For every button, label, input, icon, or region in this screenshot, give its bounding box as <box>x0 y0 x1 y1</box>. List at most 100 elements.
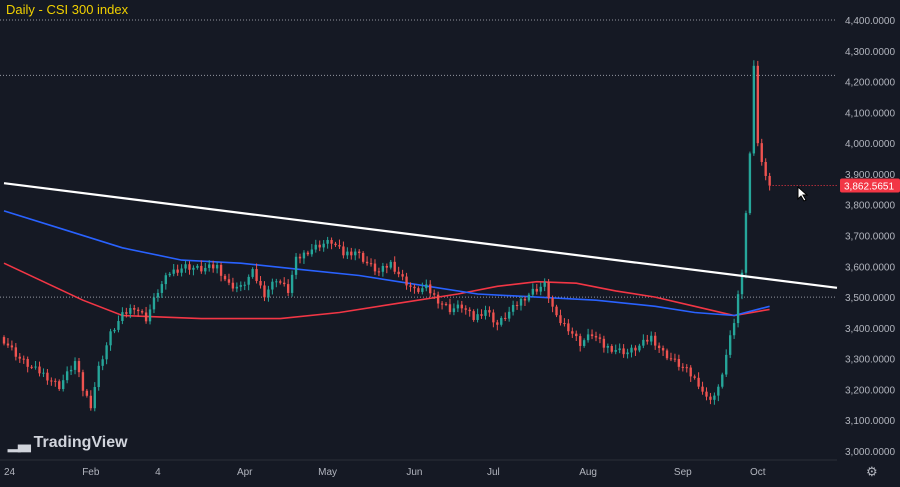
candle-body <box>172 269 175 274</box>
candle-body <box>523 298 527 301</box>
candle-body <box>14 347 18 357</box>
candle-body <box>622 348 625 355</box>
y-tick-label: 3,800.0000 <box>845 201 895 212</box>
candle-body <box>275 281 278 283</box>
candle-body <box>539 286 542 292</box>
candle-body <box>330 239 333 244</box>
candle-body <box>555 306 558 316</box>
candle-body <box>93 387 96 409</box>
candle-body <box>654 335 657 346</box>
candle-body <box>484 310 487 316</box>
candle-body <box>26 359 29 367</box>
candle-body <box>168 273 171 276</box>
y-tick-label: 3,300.0000 <box>845 355 895 366</box>
candle-body <box>54 380 57 382</box>
y-tick-label: 4,200.0000 <box>845 78 895 89</box>
candle-body <box>140 311 144 313</box>
candle-body <box>133 308 136 310</box>
current-price-tag <box>840 178 900 193</box>
candle-body <box>669 358 673 360</box>
x-tick-label: May <box>318 467 337 478</box>
candle-body <box>768 175 771 186</box>
candle-body <box>302 252 306 259</box>
candle-body <box>535 288 538 292</box>
candle-body <box>650 335 653 342</box>
gear-icon[interactable]: ⚙ <box>866 464 878 479</box>
candle-body <box>283 282 286 285</box>
moving-average-blue <box>3 210 770 317</box>
candle-body <box>97 365 100 388</box>
y-tick-label: 4,100.0000 <box>845 108 895 119</box>
price-axis-bg <box>837 0 900 482</box>
candle-body <box>105 345 108 360</box>
candle-body <box>689 367 692 377</box>
candle-body <box>507 311 511 319</box>
tradingview-logo: ▁▃ TradingView <box>8 433 128 453</box>
candle-body <box>736 294 740 324</box>
candle-body <box>314 244 317 250</box>
y-tick-label: 4,000.0000 <box>845 139 895 150</box>
candle-body <box>164 275 167 285</box>
candle-body <box>306 252 310 255</box>
candle-body <box>610 346 613 352</box>
y-tick-label: 3,000.0000 <box>845 447 895 458</box>
candle-body <box>109 331 112 346</box>
candle-body <box>176 269 179 273</box>
candle-body <box>227 279 231 283</box>
trendline <box>3 182 838 289</box>
candle-body <box>350 251 353 256</box>
candle-body <box>77 361 81 373</box>
candle-body <box>725 354 728 375</box>
current-price-label: 3,862.5651 <box>844 181 894 192</box>
candle-body <box>413 286 416 289</box>
candle-body <box>492 312 495 323</box>
candle-body <box>271 281 274 290</box>
candle-body <box>476 314 479 320</box>
candle-body <box>73 361 77 370</box>
candle-body <box>440 303 444 305</box>
candle-body <box>89 395 93 409</box>
candle-body <box>677 359 681 367</box>
candle-body <box>160 284 164 293</box>
candle-body <box>22 358 25 360</box>
candle-body <box>764 161 767 176</box>
candle-body <box>432 293 436 295</box>
candle-body <box>590 334 594 337</box>
candle-body <box>247 276 250 285</box>
candle-body <box>101 359 104 366</box>
candle-body <box>129 308 132 314</box>
candle-body <box>721 374 724 387</box>
candle-body <box>665 350 669 359</box>
candle-body <box>744 213 748 273</box>
candle-body <box>62 380 65 390</box>
candle-body <box>389 261 392 268</box>
candle-body <box>208 264 211 268</box>
candle-body <box>358 251 361 253</box>
candle-body <box>310 249 314 255</box>
candle-body <box>125 312 128 314</box>
candle-body <box>322 243 325 248</box>
candle-body <box>42 372 45 374</box>
candle-body <box>180 268 183 273</box>
candle-body <box>421 288 424 292</box>
candle-body <box>286 284 290 293</box>
candle-body <box>496 322 499 325</box>
candle-body <box>752 65 756 154</box>
y-tick-label: 3,500.0000 <box>845 293 895 304</box>
candle-body <box>196 265 199 268</box>
candle-body <box>740 272 744 295</box>
candle-body <box>385 265 389 268</box>
candle-body <box>377 271 381 273</box>
candle-body <box>705 391 708 397</box>
candle-body <box>294 256 298 275</box>
candle-body <box>563 323 566 325</box>
candle-body <box>279 281 282 283</box>
candle-body <box>267 289 270 298</box>
candle-body <box>626 352 629 355</box>
candle-body <box>429 284 432 294</box>
candle-body <box>543 282 546 287</box>
candle-body <box>144 312 148 322</box>
candle-body <box>598 337 602 339</box>
